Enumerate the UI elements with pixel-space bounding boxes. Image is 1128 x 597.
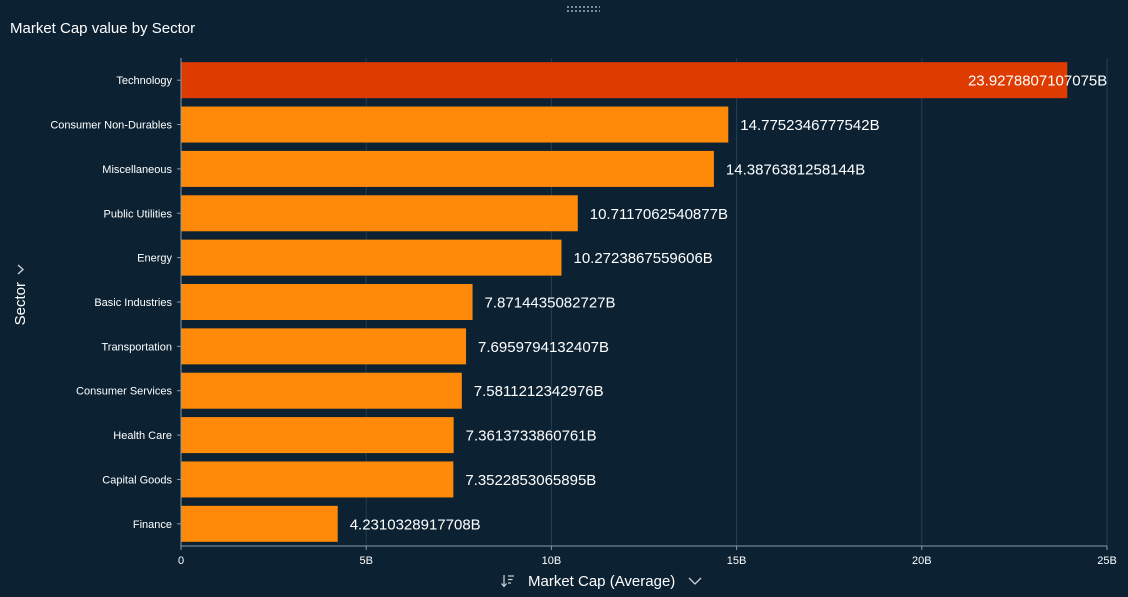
data-label: 7.3522853065895B: [465, 472, 596, 489]
x-axis-label: Market Cap (Average): [528, 573, 675, 590]
category-label: Capital Goods: [102, 474, 172, 486]
data-label: 7.8714435082727B: [485, 295, 616, 312]
category-label: Health Care: [113, 430, 172, 442]
x-tick-label: 10B: [542, 555, 562, 567]
category-label: Consumer Services: [76, 386, 172, 398]
data-label: 7.5811212342976B: [474, 383, 604, 400]
data-label: 7.6959794132407B: [478, 339, 609, 356]
bar-9[interactable]: [181, 417, 454, 453]
data-label: 10.2723867559606B: [573, 250, 712, 267]
data-label: 14.7752346777542B: [740, 117, 879, 134]
category-label: Technology: [116, 75, 172, 87]
category-label: Finance: [133, 519, 172, 531]
bar-7[interactable]: [181, 328, 466, 364]
bar-6[interactable]: [181, 284, 473, 320]
bar-4[interactable]: [181, 195, 578, 231]
category-label: Energy: [137, 253, 172, 265]
bar-3[interactable]: [181, 151, 714, 187]
category-label: Basic Industries: [94, 297, 172, 309]
bar-2[interactable]: [181, 107, 728, 143]
category-label: Transportation: [101, 341, 172, 353]
bar-1[interactable]: [181, 62, 1067, 98]
x-tick-label: 5B: [359, 555, 372, 567]
x-tick-label: 20B: [912, 555, 932, 567]
data-label: 4.2310328917708B: [350, 516, 481, 533]
sort-descending-icon[interactable]: [500, 573, 516, 589]
x-tick-label: 0: [178, 555, 184, 567]
bar-5[interactable]: [181, 240, 561, 276]
x-tick-label: 25B: [1097, 555, 1117, 567]
chevron-down-icon[interactable]: [687, 573, 703, 589]
category-label: Consumer Non-Durables: [50, 120, 172, 132]
data-label: 23.9278807107075B: [968, 73, 1107, 90]
data-label: 10.7117062540877B: [590, 206, 728, 223]
bars: [181, 62, 1067, 542]
bar-11[interactable]: [181, 506, 338, 542]
category-label: Public Utilities: [104, 208, 173, 220]
data-label: 7.3613733860761B: [466, 428, 597, 445]
x-tick-label: 15B: [727, 555, 747, 567]
bar-8[interactable]: [181, 373, 462, 409]
data-label: 14.3876381258144B: [726, 161, 865, 178]
category-label: Miscellaneous: [102, 164, 172, 176]
bar-10[interactable]: [181, 461, 453, 497]
